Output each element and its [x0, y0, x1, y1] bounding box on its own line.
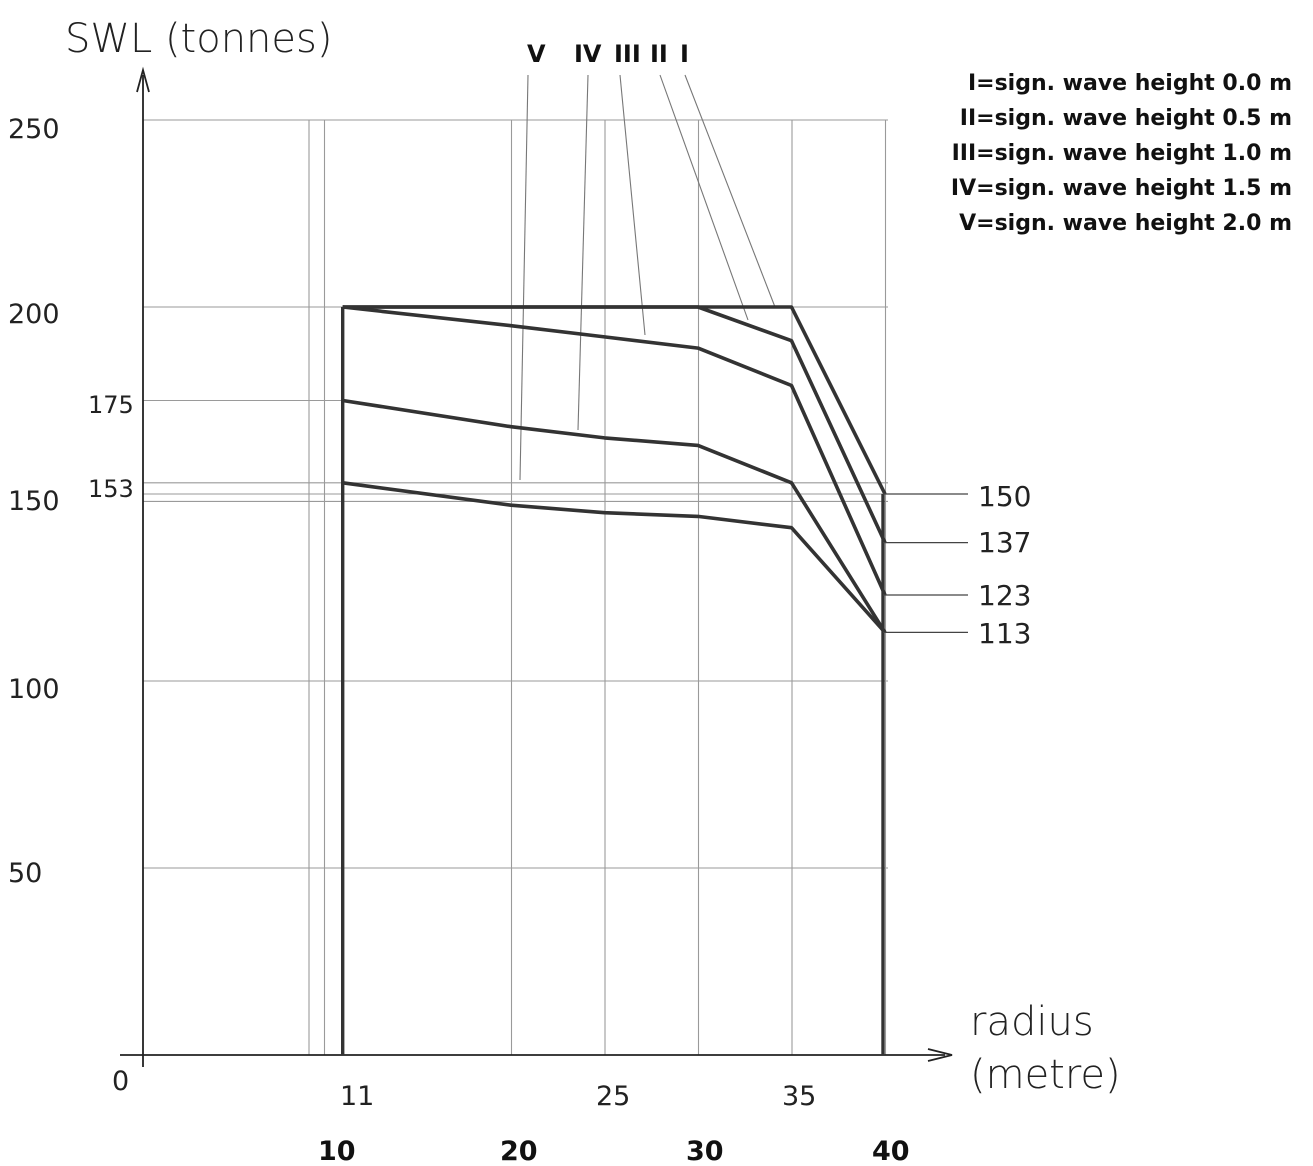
x-tick-label-35: 35: [782, 1081, 816, 1112]
y-marked-label-153: 153: [88, 475, 134, 503]
end-label-150: 150: [978, 480, 1031, 513]
chart-title: SWL (tonnes): [65, 16, 332, 62]
leader-lines: [519, 74, 776, 481]
roman-label-IV: IV: [574, 40, 602, 68]
x-tick-label-bold-10: 10: [318, 1136, 356, 1166]
roman-label-V: V: [527, 40, 546, 68]
roman-leader-V: [519, 74, 529, 481]
y-marked-label-175: 175: [88, 391, 134, 419]
x-tick-label-bold-30: 30: [686, 1136, 724, 1166]
legend-entry-1: I=sign. wave height 0.0 m: [968, 71, 1292, 96]
tick-labels: 150 137 123 113 250 200 150 100 50 175 153 0 11 25 35 1…: [8, 40, 1031, 1166]
end-label-113: 113: [978, 617, 1031, 650]
roman-label-II: II: [650, 40, 668, 68]
legend-entry-5: V=sign. wave height 2.0 m: [959, 211, 1292, 236]
roman-leader-I: [684, 74, 776, 308]
roman-leader-III: [619, 74, 646, 336]
x-axis-title-line2: (metre): [970, 1052, 1121, 1098]
x-tick-label-25: 25: [596, 1081, 630, 1112]
x-axis-arrow: [927, 1048, 953, 1062]
y-tick-label-100: 100: [8, 674, 60, 705]
series-line-IV: [342, 398, 887, 634]
legend-entry-2: II=sign. wave height 0.5 m: [960, 106, 1292, 131]
roman-label-I: I: [680, 40, 689, 68]
end-label-137: 137: [978, 526, 1031, 559]
legend: I=sign. wave height 0.0 m II=sign. wave h…: [951, 71, 1292, 236]
x-tick-label-11: 11: [340, 1081, 374, 1112]
legend-entry-4: IV=sign. wave height 1.5 m: [951, 176, 1292, 201]
roman-leader-IV: [577, 74, 589, 431]
x-tick-label-bold-40: 40: [872, 1136, 910, 1166]
series-line-III: [342, 305, 887, 596]
x-axis-title-line1: radius: [970, 999, 1094, 1045]
series-line-II: [342, 305, 887, 544]
y-tick-label-200: 200: [8, 299, 60, 330]
series-line-I: [342, 305, 887, 495]
roman-leader-II: [659, 74, 749, 321]
end-label-123: 123: [978, 579, 1031, 612]
grid-lines: [143, 119, 888, 1055]
y-tick-label-250: 250: [8, 114, 60, 145]
y-tick-label-50: 50: [8, 858, 42, 889]
y-axis-arrow: [136, 66, 150, 93]
legend-entry-3: III=sign. wave height 1.0 m: [952, 141, 1292, 166]
x-tick-label-bold-20: 20: [500, 1136, 538, 1166]
y-tick-label-150: 150: [8, 486, 60, 517]
series-lines: [342, 305, 887, 634]
origin-label: 0: [112, 1066, 129, 1097]
roman-label-III: III: [614, 40, 641, 68]
series-line-V: [342, 481, 887, 634]
